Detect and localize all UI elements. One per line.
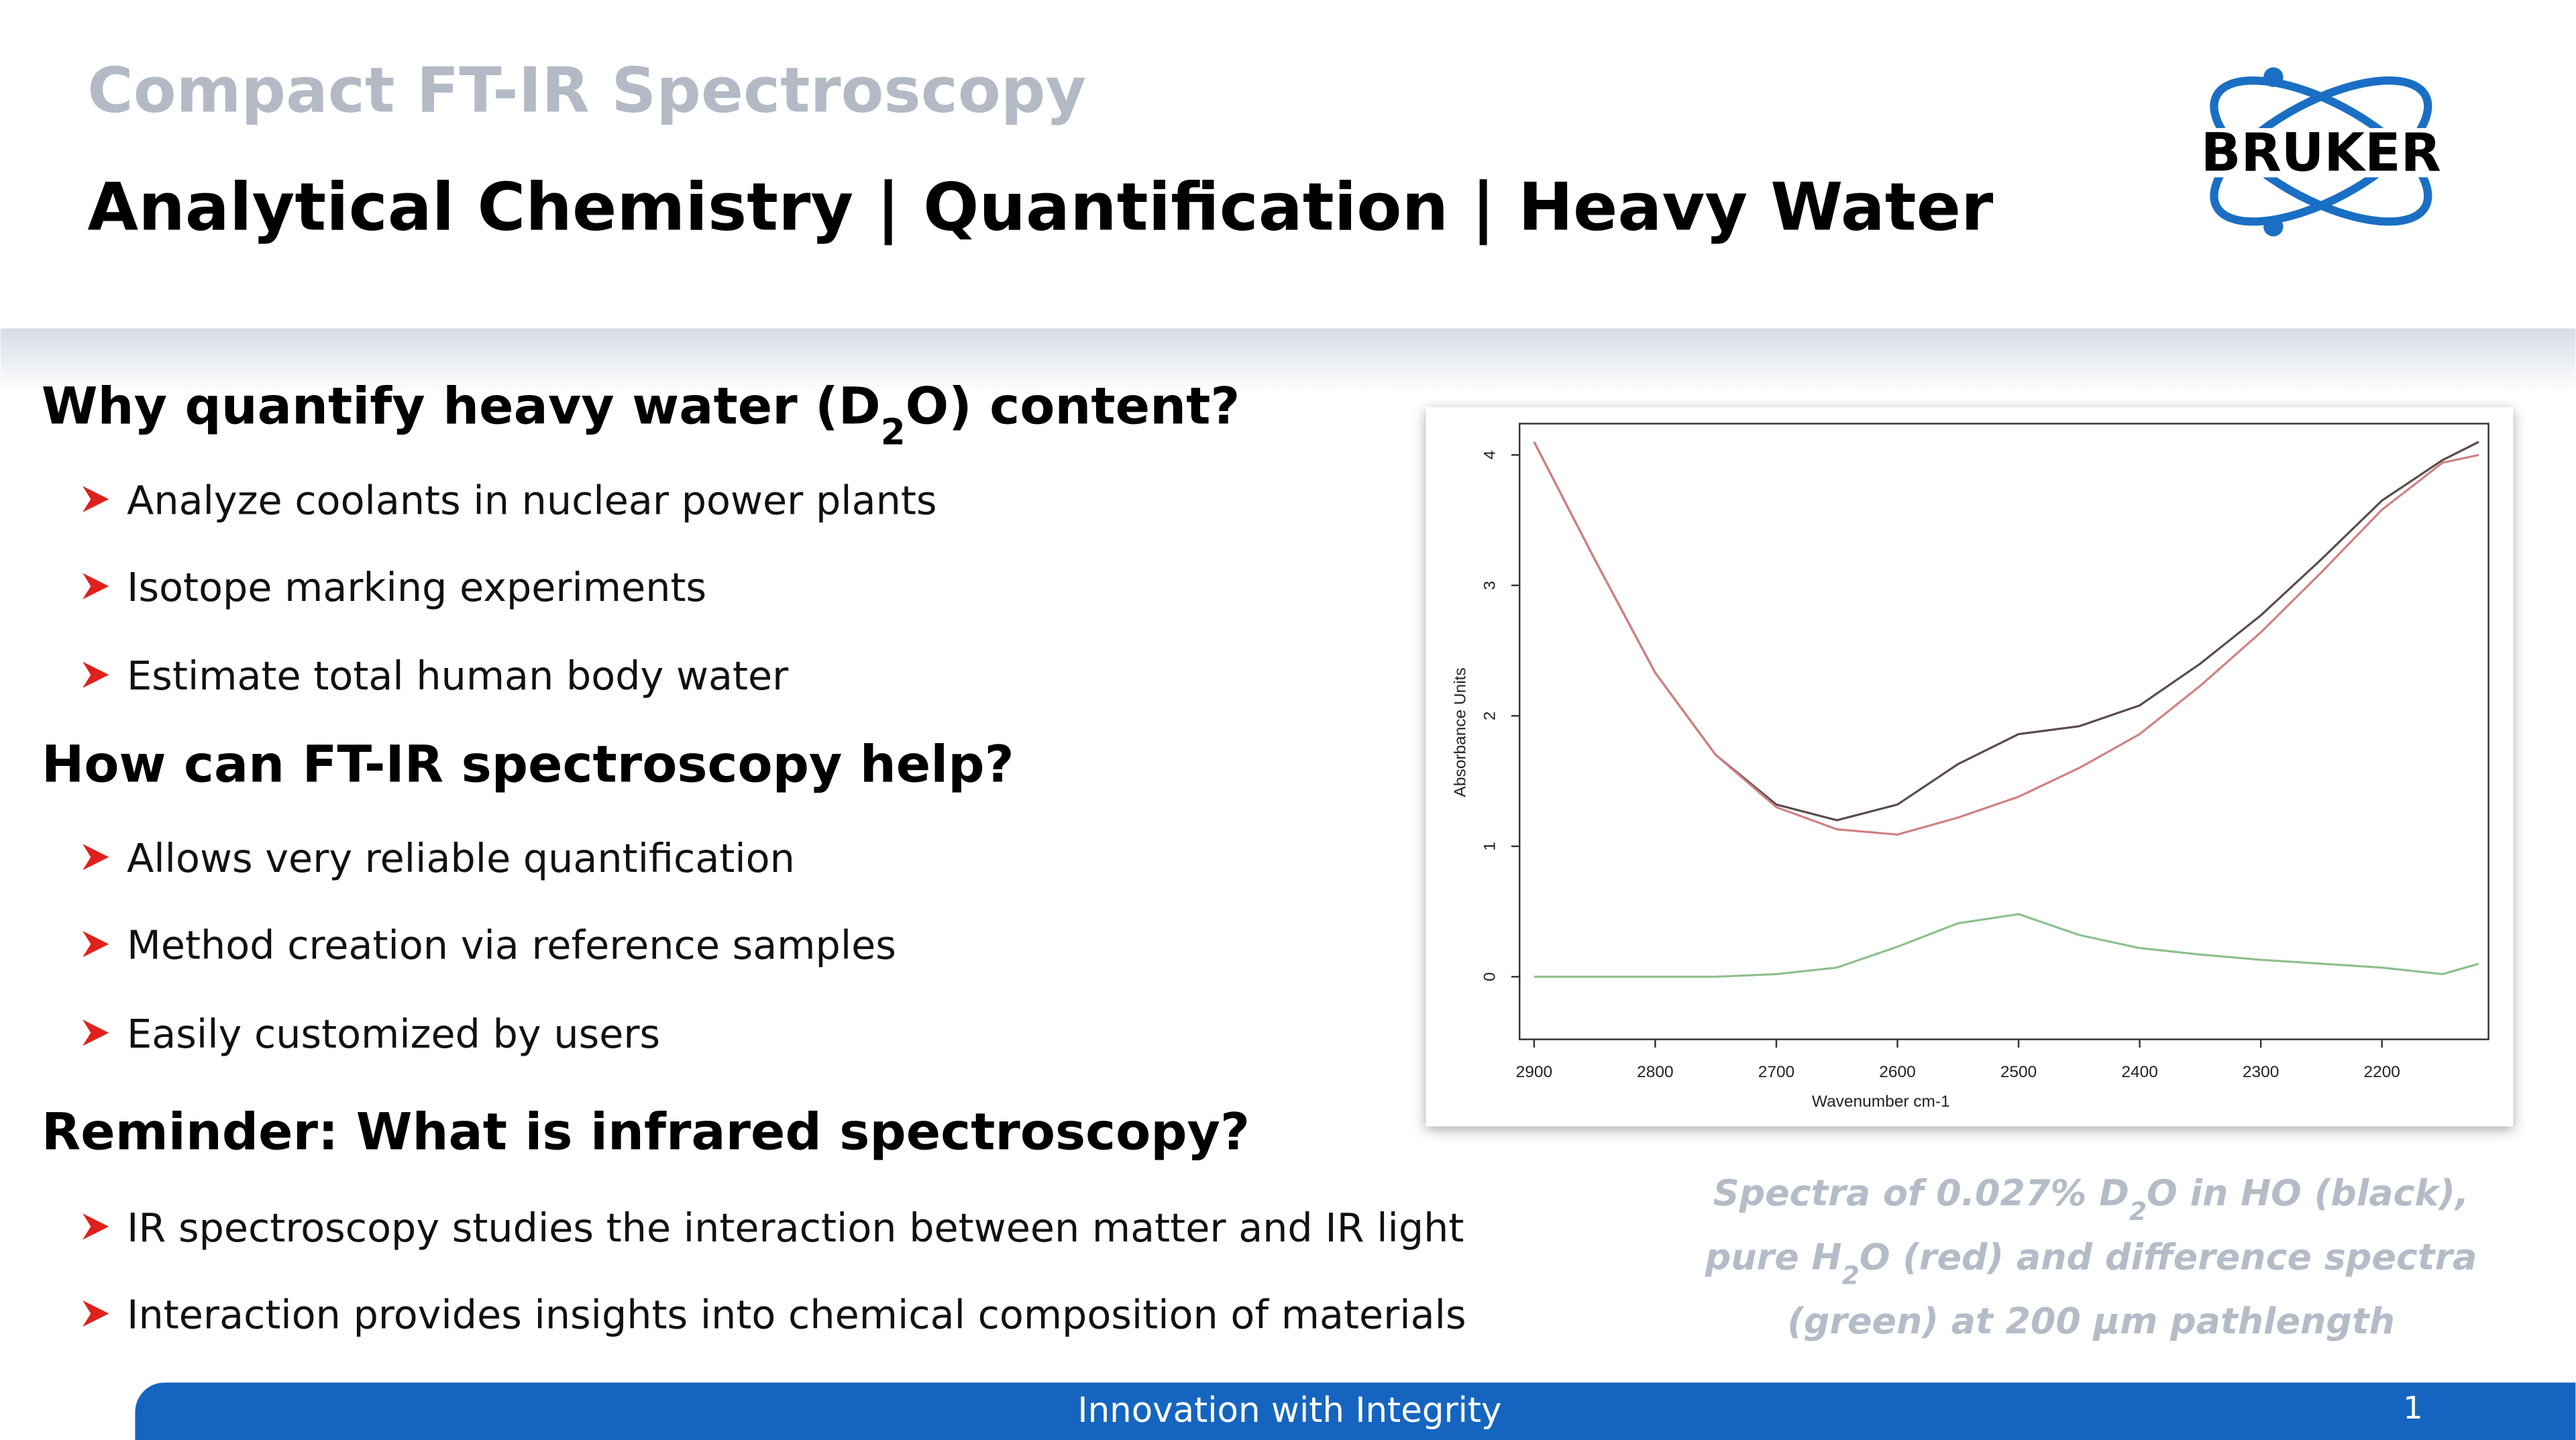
bullet-arrow — [83, 661, 109, 688]
slide-subtitle: Compact FT-IR Spectroscopy — [87, 54, 1086, 126]
bullet-arrow — [83, 844, 109, 871]
logo: BRUKER — [2161, 67, 2481, 237]
bullet-arrow — [83, 573, 109, 600]
bullet-text: Easily customized by users — [127, 1011, 660, 1057]
text-part: (green) at 200 μm pathlength — [1787, 1300, 2395, 1342]
x-tick-label: 2700 — [1758, 1063, 1794, 1081]
bullet-text: Allows very reliable quantification — [127, 835, 795, 881]
page-number: 1 — [2403, 1390, 2423, 1426]
y-axis-label: Absorbance Units — [1451, 667, 1469, 797]
bullet-text: Method creation via reference samples — [127, 922, 896, 968]
text-part: O (red) and difference spectra — [1860, 1235, 2477, 1278]
spectrum-line — [1534, 913, 2479, 978]
text-part: O) content? — [906, 377, 1240, 436]
x-tick-label: 2600 — [1879, 1063, 1915, 1081]
footer-bar — [135, 1382, 2576, 1440]
x-tick-label: 2200 — [2363, 1063, 2400, 1081]
logo-backdrop — [2161, 127, 2481, 178]
logo-text: BRUKER — [2201, 123, 2441, 184]
y-tick-label: 2 — [1481, 711, 1499, 720]
x-tick-label: 2300 — [2243, 1063, 2279, 1081]
text-part: O in HO (black), — [2147, 1172, 2469, 1214]
y-tick-label: 0 — [1481, 972, 1499, 981]
x-tick-label: 2500 — [2000, 1063, 2037, 1081]
footer-text: Innovation with Integrity — [1077, 1390, 1501, 1431]
slide-title: Analytical Chemistry | Quantification | … — [87, 170, 1993, 246]
chart: 2900 2800 2700 2600 2500 2400 2300 2200 0 1 2 3 4 Wav… — [1451, 423, 2489, 1111]
bullet-text: Analyze coolants in nuclear power plants — [127, 477, 936, 523]
text-part: Reminder: What is infrared spectroscopy? — [42, 1103, 1250, 1162]
subscript: 2 — [2129, 1197, 2147, 1226]
bullet-arrow — [83, 486, 109, 512]
bullet-text: Isotope marking experiments — [127, 564, 706, 610]
subscript: 2 — [881, 412, 906, 453]
chart-frame — [1426, 407, 2514, 1127]
logo-orbit — [2210, 76, 2432, 226]
y-tick-label: 3 — [1481, 581, 1499, 590]
x-tick-label: 2900 — [1516, 1063, 1552, 1081]
header-band — [0, 328, 2576, 394]
bullet-text: IR spectroscopy studies the interaction … — [127, 1205, 1464, 1251]
section-heading: Why quantify heavy water (D2O) content? — [42, 377, 1240, 453]
bullet-arrow — [83, 1213, 109, 1240]
caption-line: pure H2O (red) and difference spectra — [1705, 1235, 2477, 1290]
sections: Why quantify heavy water (D2O) content? A… — [42, 377, 1466, 1338]
text-part: Spectra of 0.027% D — [1713, 1172, 2129, 1214]
subscript: 2 — [1842, 1260, 1860, 1290]
logo-dot — [2263, 217, 2284, 237]
x-axis-label: Wavenumber cm-1 — [1812, 1093, 1950, 1111]
section-heading: How can FT-IR spectroscopy help? — [42, 734, 1014, 793]
logo-orbit — [2210, 76, 2432, 226]
text-part: Why quantify heavy water (D — [42, 377, 881, 436]
text-part: How can FT-IR spectroscopy help? — [42, 734, 1014, 793]
bullet-arrow — [83, 931, 109, 958]
x-tick-label: 2800 — [1637, 1063, 1673, 1081]
caption-line: Spectra of 0.027% D2O in HO (black), — [1713, 1172, 2469, 1226]
y-tick-label: 1 — [1481, 842, 1499, 851]
spectrum-line — [1533, 441, 2479, 836]
plot-box — [1518, 423, 2489, 1040]
y-tick-label: 4 — [1481, 450, 1499, 459]
section-heading: Reminder: What is infrared spectroscopy? — [42, 1103, 1250, 1162]
bullet-text: Estimate total human body water — [127, 653, 789, 699]
caption: Spectra of 0.027% D2O in HO (black),pure… — [1705, 1172, 2477, 1342]
text-part: pure H — [1705, 1235, 1842, 1278]
bullet-text: Interaction provides insights into chemi… — [127, 1292, 1466, 1338]
caption-line: (green) at 200 μm pathlength — [1787, 1300, 2395, 1342]
logo-dot — [2263, 67, 2284, 87]
x-tick-label: 2400 — [2121, 1063, 2157, 1081]
bullet-arrow — [83, 1019, 109, 1046]
bullet-arrow — [83, 1300, 109, 1327]
